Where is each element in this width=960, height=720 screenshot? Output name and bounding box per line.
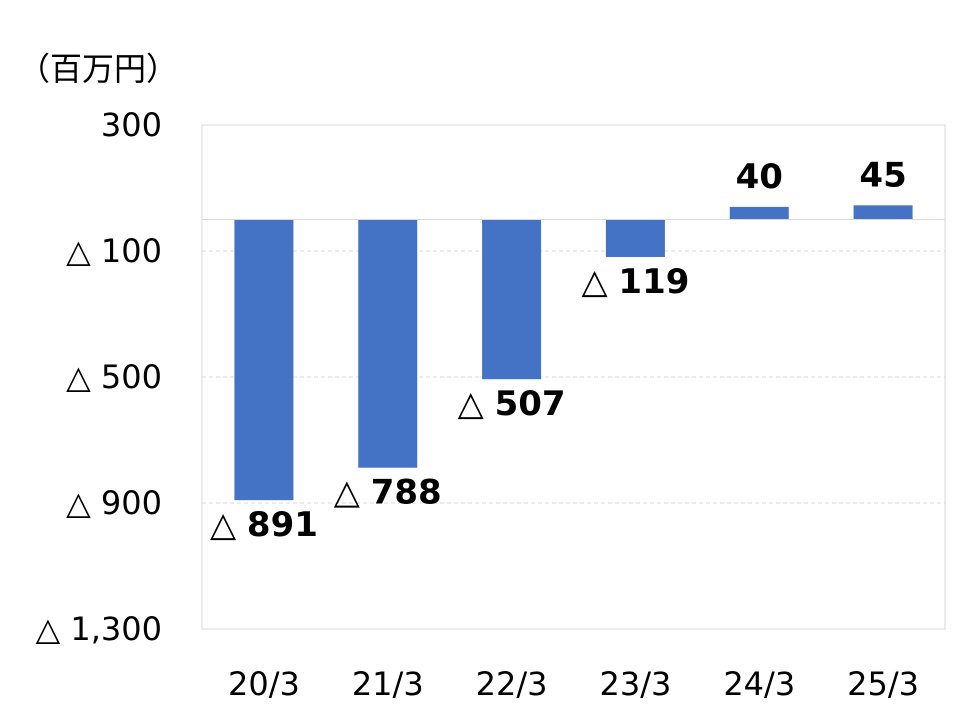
bar-20/3 — [234, 219, 294, 501]
y-axis-unit-label: （百万円） — [18, 50, 178, 88]
y-tick-label-2: △ 500 — [66, 358, 162, 396]
x-tick-label-23/3: 23/3 — [599, 665, 671, 703]
x-tick-label-25/3: 25/3 — [847, 665, 919, 703]
bar-25/3 — [853, 205, 913, 220]
data-label-25/3: 45 — [859, 155, 906, 195]
y-tick-label-3: △ 900 — [66, 484, 162, 522]
bar-23/3 — [605, 219, 665, 257]
x-tick-label-24/3: 24/3 — [723, 665, 795, 703]
data-label-23/3: △ 119 — [581, 262, 689, 302]
bar-22/3 — [482, 219, 542, 380]
plot-area: 300 △ 100 △ 500 △ 900 △ 1,300 20/3 21/3 22/3 23/… — [36, 106, 946, 703]
bar-21/3 — [358, 219, 418, 468]
y-tick-label-1: △ 100 — [66, 232, 162, 270]
y-tick-label-4: △ 1,300 — [36, 610, 162, 648]
x-tick-label-21/3: 21/3 — [352, 665, 424, 703]
data-label-20/3: △ 891 — [210, 505, 318, 545]
data-label-24/3: 40 — [736, 157, 783, 197]
bar-24/3 — [729, 206, 789, 220]
data-label-22/3: △ 507 — [458, 384, 566, 424]
x-tick-label-22/3: 22/3 — [476, 665, 548, 703]
x-tick-label-20/3: 20/3 — [228, 665, 300, 703]
data-label-21/3: △ 788 — [334, 473, 442, 513]
y-tick-label-0: 300 — [101, 106, 162, 144]
